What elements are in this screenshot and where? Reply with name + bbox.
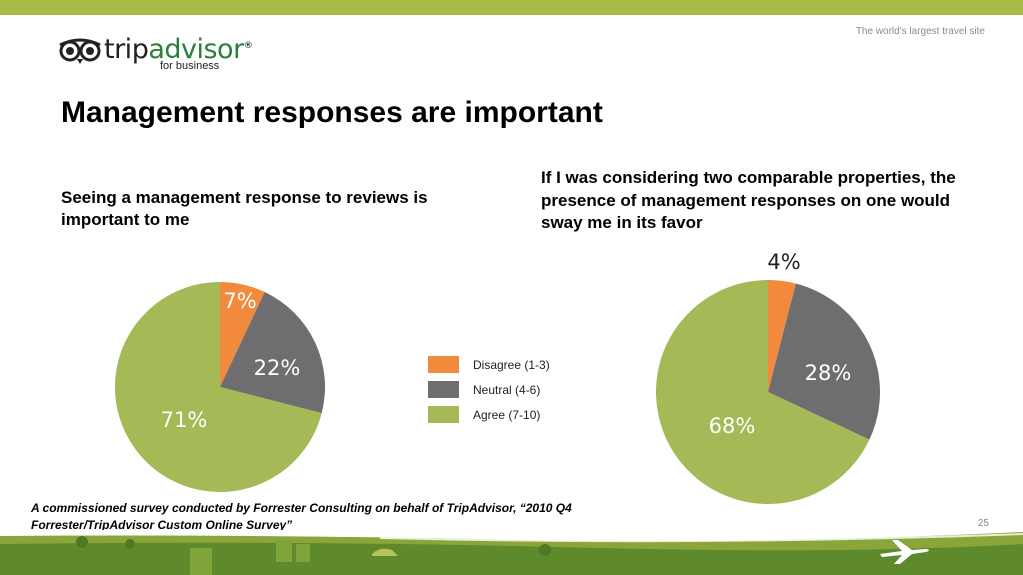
slide-title: Management responses are important [61,96,603,129]
building-icon [296,544,310,562]
data-label: 28% [805,361,852,385]
legend-item-disagree: Disagree (1-3) [428,352,550,377]
pie-slice-neutral [768,283,880,440]
legend-label: Agree (7-10) [473,407,541,422]
tree-icon [125,539,135,549]
data-label: 4% [767,250,800,274]
data-label: 71% [161,408,208,432]
page-number: 25 [977,518,989,529]
pie-slice-agree [115,282,322,492]
landscape-footer-art [0,530,1023,575]
tree-icon [76,536,88,548]
legend-swatch [428,356,459,373]
right-chart-title: If I was considering two comparable prop… [541,168,956,232]
pie-slice-neutral [220,291,325,414]
logo-wordmark: tripadvisor® [104,34,253,65]
pie-slice-disagree [768,280,796,392]
car-icon [372,548,398,556]
legend-swatch [428,406,459,423]
legend-label: Disagree (1-3) [473,357,550,372]
source-footnote: A commissioned survey conducted by Forre… [31,501,572,532]
building-icon [190,548,212,575]
data-label: 68% [709,414,756,438]
pie-chart-importance: 7% 22% 71% [115,282,325,492]
legend-label: Neutral (4-6) [473,382,541,397]
data-label: 22% [254,356,301,380]
legend-item-neutral: Neutral (4-6) [428,377,550,402]
pie-slice-agree [656,280,870,504]
tagline: The world's largest travel site [855,26,985,37]
airplane-icon [880,540,929,564]
left-chart-title: Seeing a management response to reviews … [61,188,428,229]
owl-eyes-icon [59,38,101,64]
logo-subtitle: for business [160,60,220,72]
tree-icon [539,544,551,556]
building-icon [276,540,292,562]
top-accent-bar [0,0,1023,15]
legend-item-agree: Agree (7-10) [428,402,550,427]
tripadvisor-logo: tripadvisor® for business [58,34,253,74]
pie-chart-sway: 4% 28% 68% [656,250,880,504]
data-label: 7% [223,289,256,313]
legend-swatch [428,381,459,398]
chart-legend: Disagree (1-3) Neutral (4-6) Agree (7-10… [428,352,550,427]
pie-slice-disagree [220,282,265,387]
